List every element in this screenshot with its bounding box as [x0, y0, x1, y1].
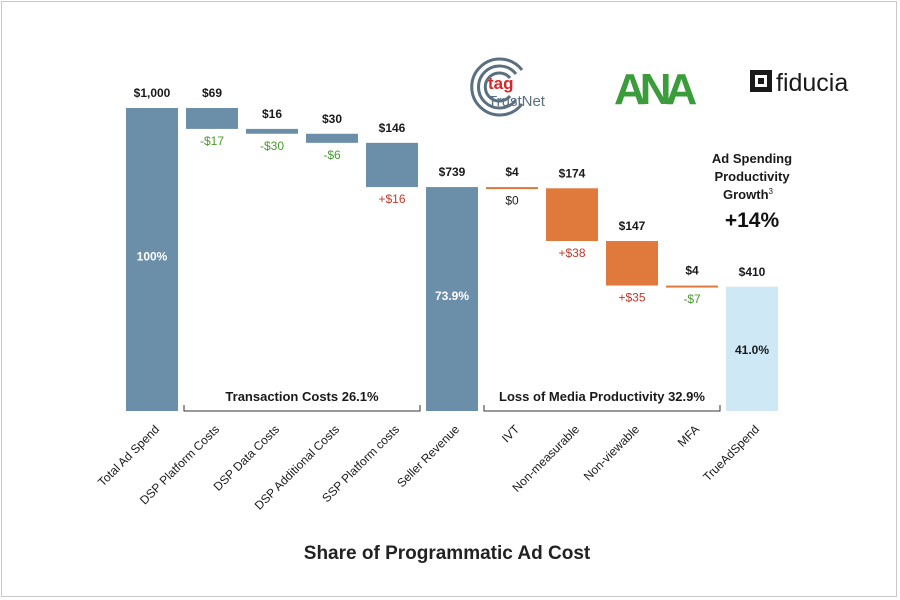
callout-line-3: Growth3 — [723, 187, 774, 202]
x-tick-total-ad-spend: Total Ad Spend — [95, 422, 162, 489]
ana-logo: ANA — [614, 65, 703, 114]
value-label-dsp-platform-costs: $69 — [202, 86, 222, 100]
callout-line-2: Productivity — [714, 169, 790, 184]
value-label-total-ad-spend: $1,000 — [134, 86, 171, 100]
value-label-ivt: $4 — [505, 165, 519, 179]
bar-trueadspend — [726, 286, 778, 411]
bar-ssp-platform-costs — [366, 142, 418, 188]
groups-layer: Transaction Costs 26.1% Loss of Media Pro… — [183, 389, 721, 412]
bar-dsp-platform-costs — [186, 108, 238, 129]
x-tick-non-viewable: Non-viewable — [581, 422, 643, 484]
labels-layer: $1,000 100% $69 -$17 $16 -$30 $30 -$6 $146 +$16 $7… — [134, 86, 770, 357]
callout-line-3-text: Growth — [723, 187, 769, 202]
group-bracket-0 — [183, 405, 421, 412]
x-tick-trueadspend: TrueAdSpend — [700, 422, 762, 484]
chart-title: Share of Programmatic Ad Cost — [304, 543, 591, 564]
callout-line-1: Ad Spending — [712, 151, 792, 166]
tag-logo-word: tag — [488, 74, 514, 93]
callout-superscript: 3 — [769, 187, 774, 196]
productivity-callout: Ad Spending Productivity Growth3 +14% — [712, 151, 792, 232]
change-label-non-measurable: +$38 — [558, 246, 585, 260]
change-label-mfa: -$7 — [683, 292, 701, 306]
bars-layer — [126, 108, 778, 411]
value-label-non-measurable: $174 — [559, 166, 586, 180]
tag-trustnet-logo: tag TrustNet — [470, 57, 546, 117]
bar-ivt — [486, 187, 538, 190]
value-label-ssp-platform-costs: $146 — [379, 121, 406, 135]
fiducia-logo: fiducia — [750, 69, 848, 97]
bar-mfa — [666, 285, 718, 288]
percent-label-seller-revenue: 73.9% — [435, 289, 469, 303]
percent-label-trueadspend: 41.0% — [735, 343, 769, 357]
change-label-ivt: $0 — [505, 193, 519, 207]
value-label-trueadspend: $410 — [739, 265, 766, 279]
fiducia-logo-text: fiducia — [776, 69, 848, 97]
value-label-seller-revenue: $739 — [439, 165, 466, 179]
change-label-dsp-additional-costs: -$6 — [323, 148, 341, 162]
x-tick-mfa: MFA — [675, 422, 702, 449]
x-tick-ivt: IVT — [499, 422, 523, 446]
change-label-non-viewable: +$35 — [618, 291, 645, 305]
group-bracket-1 — [483, 405, 721, 412]
bar-total-ad-spend — [126, 108, 178, 411]
value-label-mfa: $4 — [685, 264, 699, 278]
change-label-dsp-platform-costs: -$17 — [200, 134, 224, 148]
callout-value: +14% — [725, 209, 780, 232]
x-tick-seller-revenue: Seller Revenue — [394, 422, 462, 490]
bar-dsp-data-costs — [246, 128, 298, 134]
change-label-ssp-platform-costs: +$16 — [378, 192, 405, 206]
percent-label-total-ad-spend: 100% — [137, 250, 168, 264]
bar-dsp-additional-costs — [306, 133, 358, 143]
bar-non-measurable — [546, 188, 598, 242]
ana-logo-text: ANA — [614, 65, 697, 114]
group-label-0: Transaction Costs 26.1% — [225, 389, 379, 404]
tag-logo-sub: TrustNet — [488, 93, 546, 110]
change-label-dsp-data-costs: -$30 — [260, 139, 284, 153]
bar-non-viewable — [606, 241, 658, 286]
value-label-dsp-additional-costs: $30 — [322, 112, 342, 126]
value-label-non-viewable: $147 — [619, 219, 646, 233]
bar-seller-revenue — [426, 187, 478, 411]
value-label-dsp-data-costs: $16 — [262, 107, 282, 121]
group-label-1: Loss of Media Productivity 32.9% — [499, 389, 705, 404]
